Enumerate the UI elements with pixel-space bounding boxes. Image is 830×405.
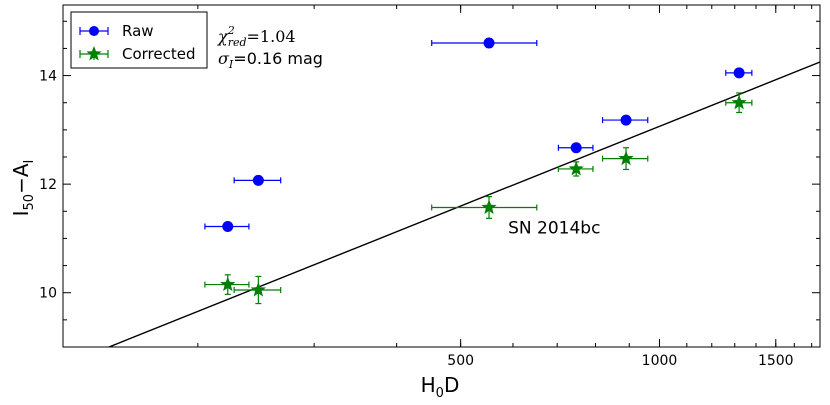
sigma-symbol: σ — [218, 49, 230, 68]
corrected-point-5 — [731, 94, 747, 110]
fit-statistics: χ2 red=1.04 σI=0.16 mag — [217, 24, 323, 71]
x-axis-title-tail: D — [444, 373, 459, 397]
y-axis-title: I50−AI — [9, 160, 37, 217]
sn-2014bc-label: SN 2014bc — [508, 219, 600, 239]
x-axis-title: H0D — [421, 373, 460, 401]
raw-point-5 — [733, 67, 745, 79]
x-tick-label-500: 500 — [447, 353, 474, 369]
sigma-annotation: σI=0.16 mag — [218, 49, 323, 71]
raw-point-4 — [620, 114, 632, 126]
y-axis-title-sub: 50 — [22, 194, 37, 211]
y-axis-title-sub2: I — [22, 160, 37, 164]
y-axis-title-main: I — [9, 210, 33, 216]
legend-corrected-marker — [86, 46, 102, 61]
raw-point-1 — [252, 174, 264, 186]
axes-layer: 10 12 14 500 1000 1500 — [39, 4, 821, 369]
axes-frame — [62, 4, 821, 348]
legend-corrected-label: Corrected — [122, 45, 196, 63]
chi-symbol: χ — [217, 27, 229, 46]
y-tick-label-10: 10 — [39, 286, 57, 302]
sigma-value: =0.16 mag — [233, 49, 323, 68]
plot-content — [107, 37, 820, 347]
raw-point-0 — [222, 220, 234, 232]
chi-sub: red — [228, 36, 247, 49]
chi-sup: 2 — [227, 24, 235, 37]
y-axis-title-mid: −A — [9, 163, 33, 194]
corrected-point-2 — [481, 199, 497, 214]
x-axis-title-main: H — [421, 373, 436, 397]
x-axis-title-sub: 0 — [436, 386, 444, 401]
corrected-point-0 — [220, 276, 236, 292]
raw-point-3 — [570, 142, 582, 154]
legend-entry-raw: Raw — [79, 22, 154, 40]
x-tick-label-1500: 1500 — [758, 353, 794, 369]
legend-raw-marker — [89, 26, 99, 36]
sigma-sub: I — [228, 58, 234, 71]
y-tick-label-12: 12 — [39, 177, 57, 193]
corrected-point-1 — [250, 282, 266, 297]
corrected-point-4 — [618, 150, 634, 166]
legend: Raw Corrected — [70, 11, 208, 69]
chi-squared-annotation: χ2 red=1.04 — [217, 24, 296, 49]
plot-layer — [107, 37, 820, 347]
chi-value: =1.04 — [247, 27, 296, 46]
legend-raw-label: Raw — [122, 22, 154, 40]
x-tick-label-1000: 1000 — [642, 353, 678, 369]
legend-entry-corrected: Corrected — [79, 45, 196, 63]
corrected-point-3 — [568, 160, 584, 176]
y-tick-label-14: 14 — [39, 69, 57, 85]
raw-point-2 — [483, 37, 495, 49]
